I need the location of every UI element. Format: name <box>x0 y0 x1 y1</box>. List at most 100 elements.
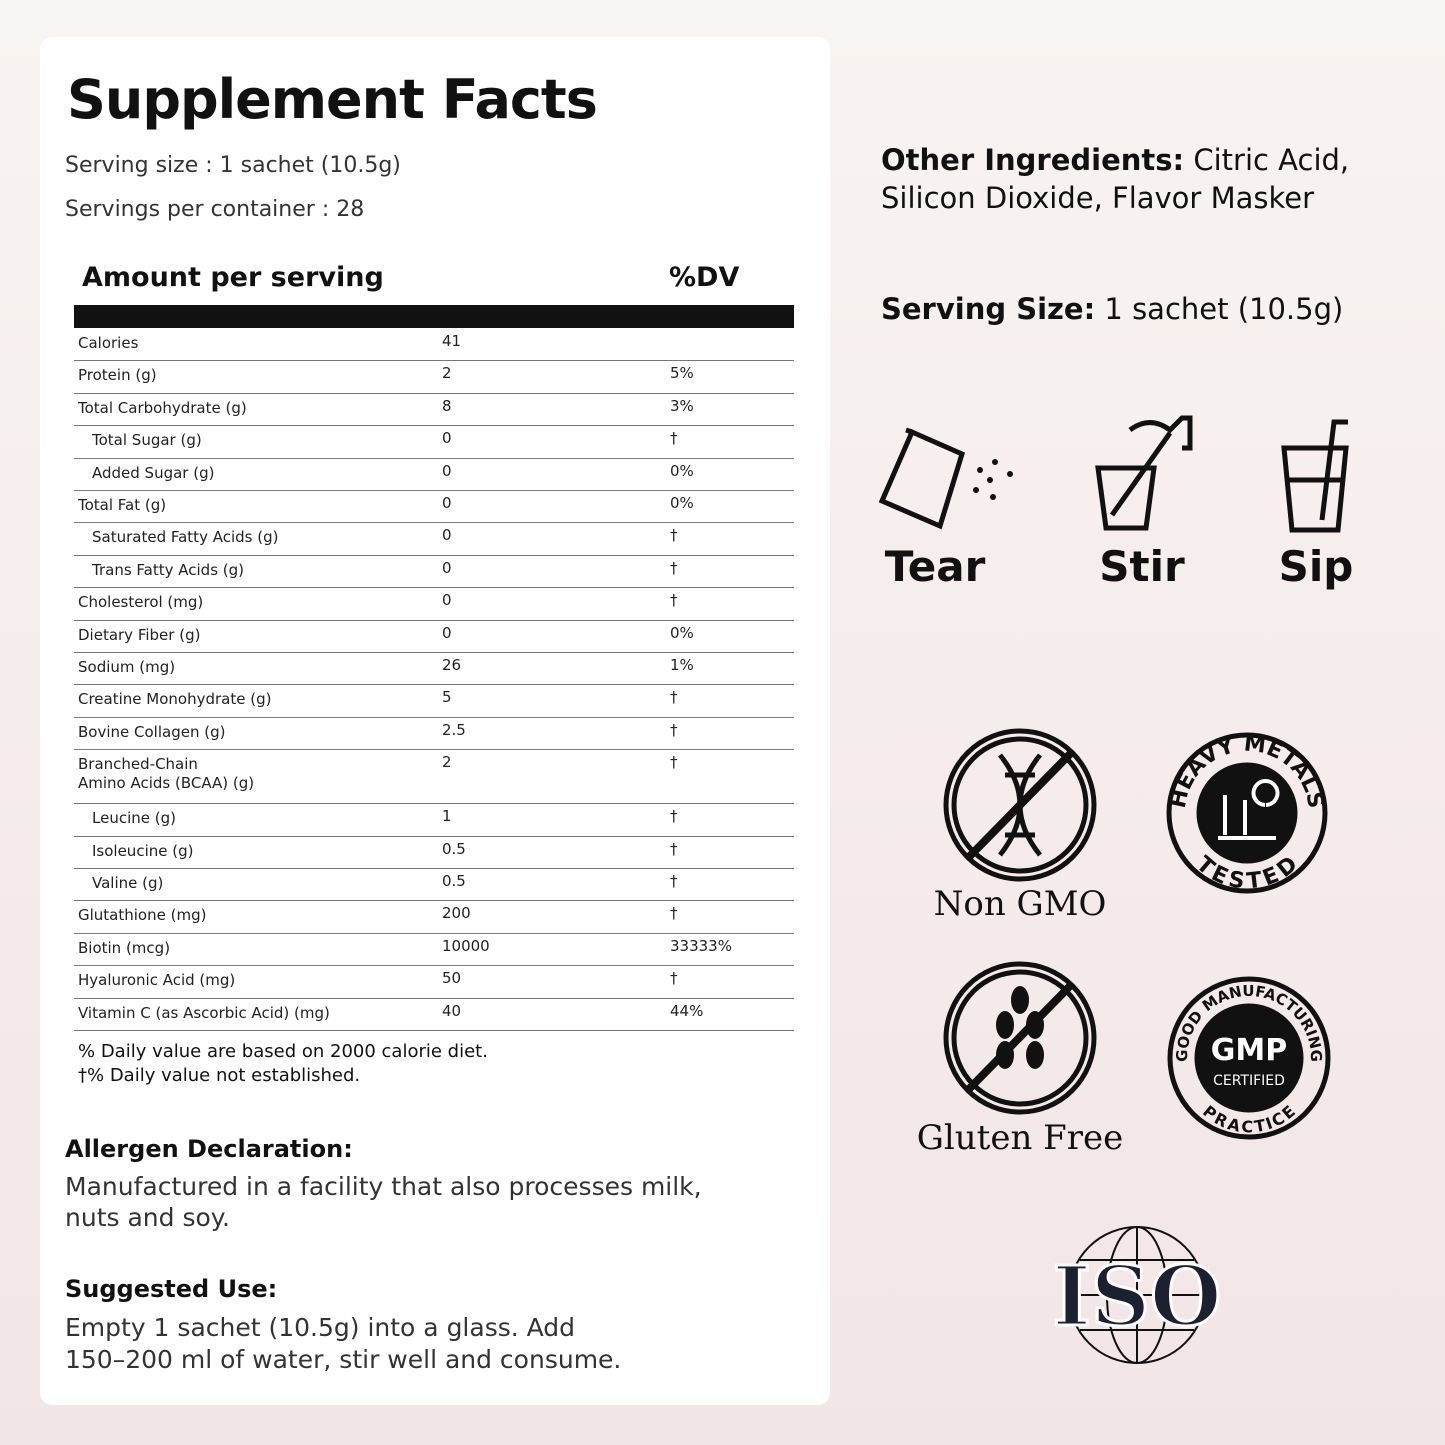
nutrient-dv: 0% <box>670 494 694 512</box>
nutrient-name: Isoleucine (g) <box>92 841 194 860</box>
gmp-badge: GMP CERTIFIED GOOD MANUFACTURING PRACTIC… <box>1167 976 1331 1140</box>
gluten-free-badge <box>943 961 1097 1115</box>
nutrient-name: Cholesterol (mg) <box>78 593 204 612</box>
row-divider <box>74 587 794 589</box>
row-divider <box>74 932 794 934</box>
label: Serving Size: <box>881 292 1096 326</box>
nutrient-dv: 0% <box>670 623 694 642</box>
nutrient-name: Branched-Chain Amino Acids (BCAA) (g) <box>78 755 255 793</box>
nutrient-dv: † <box>670 753 678 772</box>
row-divider <box>74 716 794 718</box>
nutrient-name: Hyaluronic Acid (mg) <box>78 971 236 990</box>
certified: CERTIFIED <box>1213 1073 1285 1089</box>
nutrient-dv: 3% <box>670 396 694 415</box>
nutrient-dv: † <box>670 558 678 577</box>
nutrient-dv: † <box>670 904 678 923</box>
nutrient-name: Total Carbohydrate (g) <box>78 398 247 417</box>
row-divider <box>74 684 794 686</box>
row-divider <box>74 490 794 491</box>
nutrient-amount: 26 <box>442 656 462 674</box>
nutrient-dv: † <box>670 720 678 739</box>
badge-label: Gluten Free <box>916 1118 1124 1158</box>
row-divider <box>74 522 794 524</box>
header-bar <box>74 305 794 328</box>
step-label: Tear <box>884 542 986 591</box>
row-divider <box>74 360 794 362</box>
nutrient-dv: † <box>670 872 678 890</box>
nutrient-dv: 44% <box>670 1001 704 1020</box>
iso-text: ISO <box>1052 1249 1221 1345</box>
footnote: % Daily value are based on 2000 calorie … <box>78 1041 488 1062</box>
allergen-heading: Allergen Declaration: <box>65 1135 353 1163</box>
gmp: GMP <box>1211 1033 1287 1068</box>
nutrient-name: Sodium (mg) <box>78 658 176 676</box>
nutrient-name: Trans Fatty Acids (g) <box>92 560 244 579</box>
row-divider <box>74 749 794 751</box>
nutrient-name: Added Sugar (g) <box>92 463 215 482</box>
nutrient-dv: † <box>670 526 678 545</box>
nutrient-amount: 50 <box>442 969 462 988</box>
servings-per-container: Servings per container : 28 <box>65 197 365 222</box>
nutrient-dv: † <box>670 688 678 707</box>
nutrient-name: Dietary Fiber (g) <box>78 625 201 644</box>
row-divider <box>74 965 794 967</box>
nutrient-name: Bovine Collagen (g) <box>78 722 226 741</box>
row-divider <box>74 1030 794 1031</box>
serving-info: Serving Size: 1 sachet (10.5g) <box>881 290 1343 328</box>
step-label: Sip <box>1278 542 1354 591</box>
nutrient-amount: 2 <box>442 753 452 772</box>
nutrient-dv: † <box>670 969 678 988</box>
nutrient-amount: 1 <box>442 807 452 826</box>
nutrient-amount: 0 <box>442 623 452 642</box>
heavy-metals-badge: HEAVY METALS TESTED <box>1166 731 1328 894</box>
nutrient-name: Total Fat (g) <box>78 496 167 514</box>
stir-icon <box>1095 415 1193 531</box>
row-divider <box>74 803 794 805</box>
nutrient-name: Glutathione (mg) <box>78 906 207 925</box>
nutrient-name: Saturated Fatty Acids (g) <box>92 528 279 547</box>
nutrient-dv: 5% <box>670 364 694 383</box>
row-divider <box>74 619 794 621</box>
facts-card <box>40 37 830 1405</box>
table-header: Amount per serving <box>82 262 384 293</box>
suggested-use-text: Empty 1 sachet (10.5g) into a glass. Add… <box>65 1313 622 1374</box>
text: 1 sachet (10.5g) <box>1104 292 1344 326</box>
non-gmo-badge <box>943 728 1097 882</box>
iso-badge: ISO <box>1051 1226 1223 1364</box>
row-divider <box>74 425 794 427</box>
nutrient-dv: † <box>670 591 678 610</box>
nutrient-amount: 8 <box>442 396 452 415</box>
nutrient-name: Total Sugar (g) <box>92 431 202 450</box>
nutrient-amount: 2.5 <box>442 720 466 739</box>
nutrient-amount: 0.5 <box>442 872 466 890</box>
nutrient-dv: 1% <box>670 656 694 674</box>
nutrient-amount: 0 <box>442 558 452 577</box>
nutrient-name: Leucine (g) <box>92 809 176 828</box>
row-divider <box>74 457 794 459</box>
nutrient-dv: 33333% <box>670 936 732 955</box>
nutrient-amount: 0 <box>442 591 452 610</box>
other-ingredients: Other Ingredients: Citric Acid, Silicon … <box>881 141 1401 217</box>
sip-icon <box>1281 419 1349 533</box>
nutrient-amount: 0 <box>442 526 452 545</box>
nutrient-name: Protein (g) <box>78 366 157 385</box>
badge-label: Non GMO <box>933 884 1107 924</box>
row-divider <box>74 900 794 902</box>
row-divider <box>74 835 794 837</box>
nutrient-name: Biotin (mcg) <box>78 938 171 957</box>
row-divider <box>74 997 794 999</box>
nutrient-amount: 40 <box>442 1001 462 1020</box>
allergen-text: Manufactured in a facility that also pro… <box>65 1172 702 1232</box>
text: Citric Acid, Silicon Dioxide, Flavor Mas… <box>881 143 1350 215</box>
nutrient-amount: 0.5 <box>442 839 466 858</box>
nutrient-dv: 0% <box>670 461 694 480</box>
row-divider <box>74 652 794 653</box>
nutrient-name: Creatine Monohydrate (g) <box>78 690 272 709</box>
serving-size: Serving size : 1 sachet (10.5g) <box>65 153 401 178</box>
footnote: †% Daily value not established. <box>78 1065 361 1086</box>
table-header: %DV <box>669 262 740 293</box>
nutrient-dv: † <box>670 807 678 826</box>
facts-title: Supplement Facts <box>67 68 598 131</box>
